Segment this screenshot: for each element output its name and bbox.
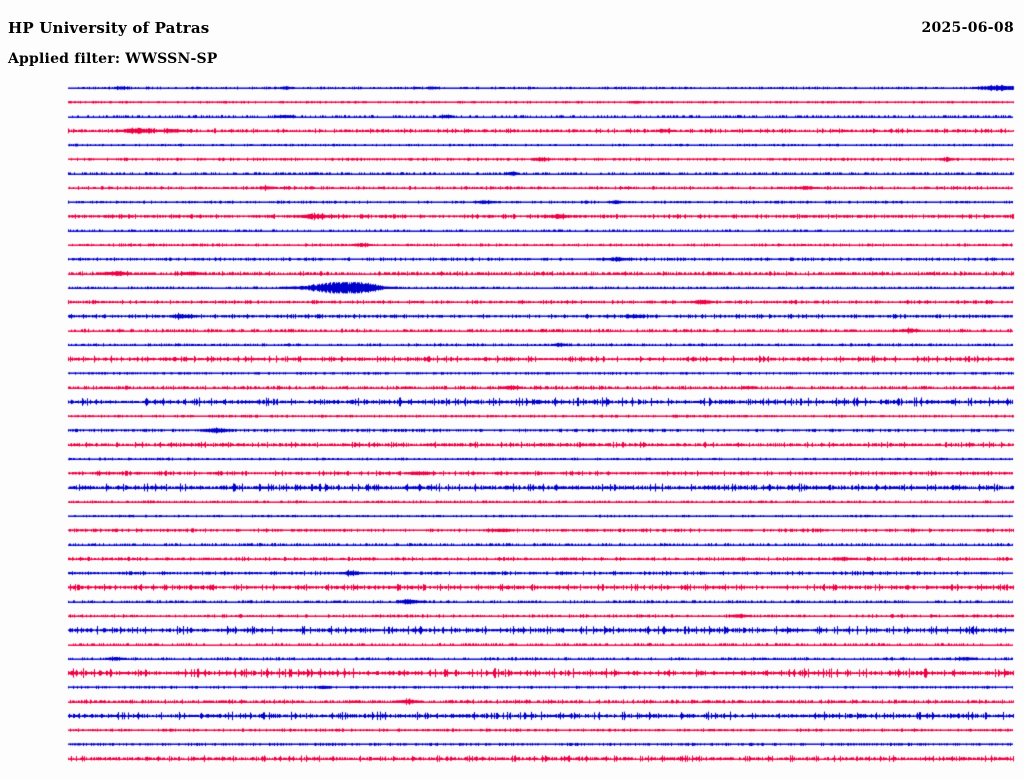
applied-filter-label: Applied filter: WWSSN-SP — [8, 51, 218, 67]
seismogram-plot: 00:0000:3001:0001:3002:0002:3003:0003:30… — [0, 78, 1024, 778]
record-date: 2025-06-08 — [921, 20, 1014, 36]
header: HP University of Patras 2025-06-08 Appli… — [0, 0, 1024, 78]
page-title: HP University of Patras — [8, 19, 210, 37]
seismogram-trace-canvas — [0, 78, 1024, 778]
